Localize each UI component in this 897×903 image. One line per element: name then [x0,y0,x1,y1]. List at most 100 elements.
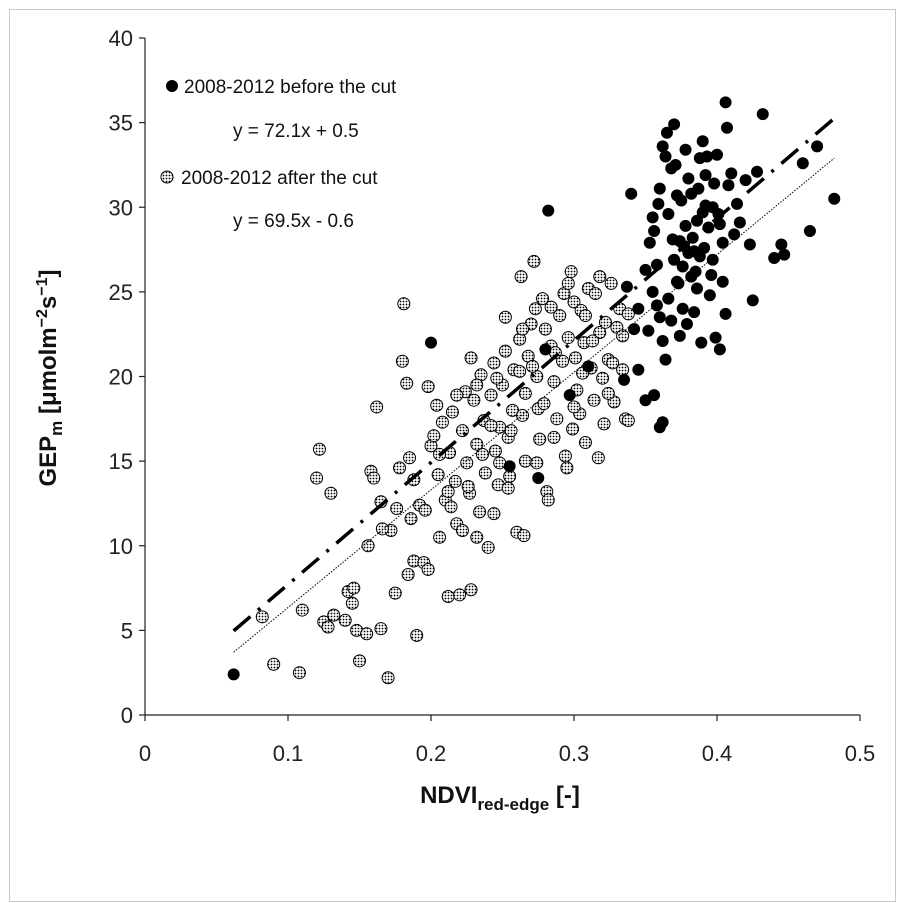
point-after-cut [395,354,409,368]
point-before-cut [728,228,741,241]
point-before-cut [689,265,702,278]
point-after-cut [487,356,501,370]
point-after-cut [501,481,515,495]
point-after-cut [587,393,601,407]
point-after-cut [374,622,388,636]
point-after-cut [450,388,464,402]
point-after-cut [361,539,375,553]
y-tick-label: 25 [109,280,133,305]
point-after-cut [487,507,501,521]
point-before-cut [679,143,692,156]
x-tick-label: 0 [139,741,151,766]
point-before-cut [679,219,692,232]
point-after-cut [553,309,567,323]
point-after-cut [475,447,489,461]
point-after-cut [586,334,600,348]
point-before-cut [668,118,681,131]
point-after-cut [295,603,309,617]
data-points [227,96,841,685]
legend-label-after: 2008-2012 after the cut [181,168,378,189]
point-after-cut [568,351,582,365]
point-before-cut [716,275,729,288]
point-before-cut [828,192,841,205]
point-after-cut [547,375,561,389]
point-after-cut [538,322,552,336]
point-after-cut [544,300,558,314]
point-before-cut [653,311,666,324]
point-after-cut [470,530,484,544]
point-before-cut [721,121,734,134]
point-after-cut [481,540,495,554]
point-after-cut [558,449,572,463]
chart-frame [9,9,896,902]
point-after-cut [621,307,635,321]
point-after-cut [444,500,458,514]
point-before-cut [650,299,663,312]
point-before-cut [656,334,669,347]
point-before-cut [775,238,788,251]
point-before-cut [532,472,545,485]
y-tick-label: 40 [109,26,133,51]
point-after-cut [433,530,447,544]
point-after-cut [513,364,527,378]
point-before-cut [646,285,659,298]
point-before-cut [690,282,703,295]
point-before-cut [705,268,718,281]
point-before-cut [227,668,240,681]
point-before-cut [722,179,735,192]
point-after-cut [593,325,607,339]
x-tick-label: 0.5 [845,741,876,766]
point-after-cut [441,485,455,499]
point-after-cut [561,331,575,345]
point-after-cut [421,562,435,576]
point-after-cut [567,295,581,309]
legend: 2008-2012 before the cut y = 72.1x + 0.5… [160,77,397,232]
point-before-cut [676,302,689,315]
point-after-cut [324,486,338,500]
point-after-cut [560,461,574,475]
point-before-cut [706,253,719,266]
point-before-cut [668,253,681,266]
point-after-cut [606,356,620,370]
point-before-cut [669,158,682,171]
point-before-cut [703,289,716,302]
point-after-cut [621,414,635,428]
y-tick-label: 20 [109,365,133,390]
point-after-cut [488,444,502,458]
point-before-cut [639,263,652,276]
point-before-cut [708,177,721,190]
point-after-cut [561,276,575,290]
y-tick-label: 10 [109,534,133,559]
point-after-cut [470,437,484,451]
equation-after: y = 69.5x - 0.6 [233,211,354,232]
point-after-cut [360,627,374,641]
point-after-cut [467,393,481,407]
point-before-cut [768,252,781,265]
point-after-cut [388,586,402,600]
point-before-cut [653,182,666,195]
point-before-cut [660,126,673,139]
y-tick-label: 5 [121,618,133,643]
point-after-cut [431,468,445,482]
point-before-cut [690,214,703,227]
point-before-cut [542,204,555,217]
point-after-cut [536,292,550,306]
point-after-cut [327,608,341,622]
point-after-cut [418,503,432,517]
point-before-cut [700,150,713,163]
point-after-cut [455,424,469,438]
point-before-cut [676,260,689,273]
point-after-cut [516,408,530,422]
point-before-cut [716,236,729,249]
trend-lines [232,117,836,653]
point-before-cut [696,206,709,219]
point-after-cut [567,400,581,414]
point-after-cut [550,412,564,426]
point-before-cut [699,169,712,182]
point-after-cut [381,671,395,685]
point-after-cut [547,430,561,444]
point-before-cut [656,140,669,153]
point-after-cut [441,590,455,604]
point-after-cut [255,610,269,624]
point-before-cut [739,174,752,187]
